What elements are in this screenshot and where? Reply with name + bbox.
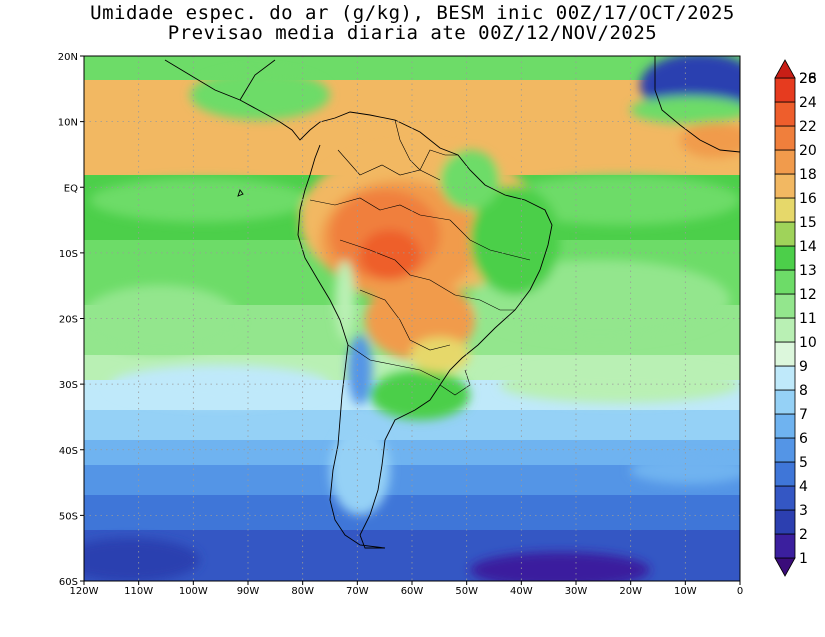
colorbar-swatch (774, 221, 796, 247)
humidity-field (84, 56, 740, 581)
colorbar-label: 14 (799, 239, 817, 255)
colorbar-label: 3 (799, 503, 808, 519)
lon-tick-label: 10W (674, 586, 697, 597)
colorbar-label: 10 (799, 335, 817, 351)
colorbar-label: 22 (799, 119, 817, 135)
lon-tick-label: 120W (70, 586, 99, 597)
lat-tick-label: 30S (59, 380, 78, 391)
lat-tick-label: 50S (59, 511, 78, 522)
lon-tick-label: 30W (565, 586, 588, 597)
colorbar-label: 8 (799, 383, 808, 399)
colorbar-label: 1 (799, 551, 808, 567)
colorbar-label: 16 (799, 191, 817, 207)
lat-tick-label: 10S (59, 249, 78, 260)
colorbar-label: 4 (799, 479, 808, 495)
colorbar-label: 5 (799, 455, 808, 471)
lon-tick-label: 50W (455, 586, 478, 597)
country-borders (309, 119, 531, 396)
colorbar-label: 28 (799, 71, 817, 87)
colorbar-label: 2 (799, 527, 808, 543)
colorbar-swatch (774, 389, 796, 415)
lat-tick-label: 20N (58, 52, 78, 63)
colorbar-swatch (774, 461, 796, 487)
colorbar-swatch (774, 269, 796, 295)
lon-tick-label: 100W (179, 586, 208, 597)
colorbar-label: 6 (799, 431, 808, 447)
colorbar-label: 7 (799, 407, 808, 423)
colorbar-label: 24 (799, 95, 817, 111)
colorbar-swatch (774, 317, 796, 343)
lon-tick-label: 0 (737, 586, 743, 597)
lat-tick-label: 20S (59, 315, 78, 326)
colorbar-label: 12 (799, 287, 817, 303)
lon-tick-label: 110W (124, 586, 153, 597)
colorbar-swatch (774, 59, 796, 79)
lon-tick-label: 80W (291, 586, 314, 597)
colorbar-swatch (774, 557, 796, 577)
colorbar-swatch (774, 293, 796, 319)
lat-tick-label: 60S (59, 577, 78, 588)
map-subtitle: Previsao media diaria ate 00Z/12/NOV/202… (167, 22, 658, 44)
lon-tick-label: 60W (401, 586, 424, 597)
colorbar-swatch (774, 149, 796, 175)
colorbar-swatch (774, 437, 796, 463)
colorbar-swatch (774, 341, 796, 367)
colorbar-label: 13 (799, 263, 817, 279)
colorbar-swatch (774, 533, 796, 559)
colorbar-swatch (774, 245, 796, 271)
lon-tick-label: 20W (619, 586, 642, 597)
coastline (164, 56, 740, 549)
map-title: Umidade espec. do ar (g/kg), BESM inic 0… (90, 2, 735, 24)
longitude-axis: 120W 110W 100W 90W 80W 70W 60W 50W 40W 30W 20W 10W 0 (70, 581, 743, 597)
colorbar-label: 15 (799, 215, 817, 231)
latitude-axis: 20N 10N EQ 10S 20S 30S 40S 50S 60S (58, 52, 84, 588)
colorbar-label: 11 (799, 311, 817, 327)
colorbar-swatch (774, 101, 796, 127)
lon-tick-label: 90W (237, 586, 260, 597)
colorbar-swatch (774, 485, 796, 511)
colorbar-label: 20 (799, 143, 817, 159)
lat-tick-label: 40S (59, 446, 78, 457)
colorbar-label: 9 (799, 359, 808, 375)
lon-tick-label: 70W (346, 586, 369, 597)
colorbar-swatch (774, 197, 796, 223)
colorbar-label: 18 (799, 167, 817, 183)
colorbar-swatch (774, 509, 796, 535)
colorbar-swatch (774, 173, 796, 199)
colorbar-swatch (774, 125, 796, 151)
colorbar-swatch (774, 365, 796, 391)
colorbar-swatch (774, 413, 796, 439)
lat-tick-label: 10N (58, 118, 78, 129)
lat-tick-label: EQ (64, 183, 78, 194)
lon-tick-label: 40W (510, 586, 533, 597)
colorbar-swatch (774, 77, 796, 103)
colorbar-label: 26 (799, 71, 817, 87)
